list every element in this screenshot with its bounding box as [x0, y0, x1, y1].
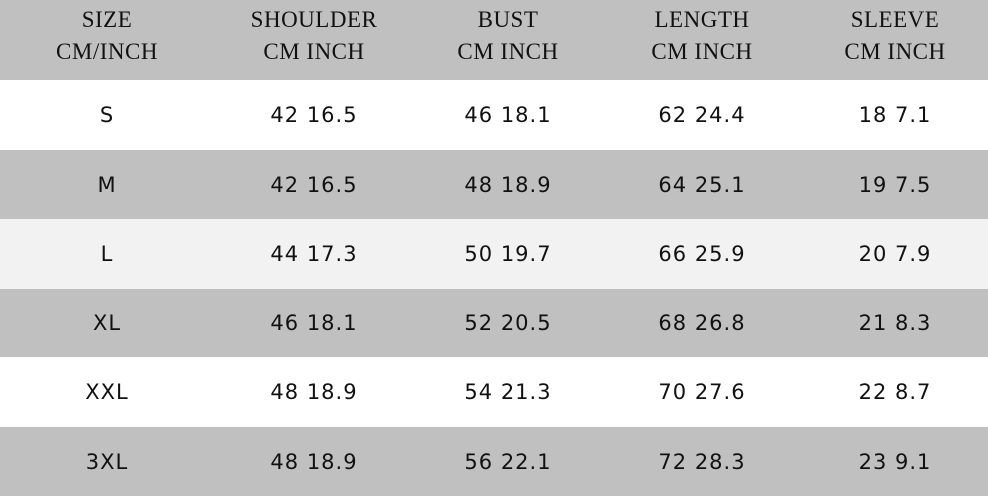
cell-shoulder: 44 17.3 [270, 242, 358, 266]
cell-length: 70 27.6 [658, 380, 746, 404]
cell-sleeve: 22 8.7 [858, 380, 932, 404]
cell-bust: 54 21.3 [464, 380, 552, 404]
header-units: CM INCH [651, 39, 753, 64]
cell-length: 72 28.3 [658, 449, 746, 474]
table-row: 3XL 48 18.9 56 22.1 72 28.3 23 9.1 [0, 427, 988, 496]
cell-sleeve: 18 7.1 [858, 103, 932, 127]
cell-sleeve: 23 9.1 [858, 449, 932, 474]
cell-shoulder: 42 16.5 [270, 103, 358, 127]
cell-shoulder: 48 18.9 [270, 449, 358, 474]
table-row: S 42 16.5 46 18.1 62 24.4 18 7.1 [0, 80, 988, 150]
header-units: CM INCH [263, 39, 365, 64]
table-header: SIZE CM/INCH SHOULDER CM INCH BUST CM INCH LEN… [0, 0, 988, 80]
cell-bust: 52 20.5 [464, 311, 552, 335]
cell-size: M [97, 172, 117, 197]
cell-sleeve: 21 8.3 [858, 311, 932, 335]
cell-sleeve: 20 7.9 [858, 242, 932, 266]
header-units: CM/INCH [56, 39, 158, 64]
header-title: SHOULDER [250, 7, 378, 32]
cell-shoulder: 48 18.9 [270, 380, 358, 404]
cell-size: XXL [85, 380, 129, 404]
cell-length: 68 26.8 [658, 311, 746, 335]
cell-size: 3XL [85, 449, 129, 474]
cell-sleeve: 19 7.5 [858, 172, 932, 197]
cell-shoulder: 42 16.5 [270, 172, 358, 197]
table-row: M 42 16.5 48 18.9 64 25.1 19 7.5 [0, 150, 988, 219]
header-title: LENGTH [654, 7, 750, 32]
cell-size: S [99, 103, 115, 127]
header-sleeve: SLEEVE CM INCH [844, 4, 945, 68]
header-shoulder: SHOULDER CM INCH [251, 4, 378, 68]
cell-bust: 48 18.9 [464, 172, 552, 197]
table-row: XL 46 18.1 52 20.5 68 26.8 21 8.3 [0, 289, 988, 357]
table-row: L 44 17.3 50 19.7 66 25.9 20 7.9 [0, 219, 988, 289]
header-length: LENGTH CM INCH [651, 4, 752, 68]
cell-bust: 46 18.1 [464, 103, 552, 127]
cell-length: 62 24.4 [658, 103, 746, 127]
header-units: CM INCH [457, 39, 559, 64]
header-title: SIZE [81, 7, 133, 32]
header-bust: BUST CM INCH [457, 4, 558, 68]
header-units: CM INCH [844, 39, 946, 64]
header-size: SIZE CM/INCH [56, 4, 158, 68]
header-title: BUST [477, 7, 539, 32]
cell-size: XL [92, 311, 122, 335]
table-row: XXL 48 18.9 54 21.3 70 27.6 22 8.7 [0, 357, 988, 427]
cell-bust: 56 22.1 [464, 449, 552, 474]
cell-size: L [100, 242, 114, 266]
header-title: SLEEVE [850, 7, 940, 32]
cell-length: 66 25.9 [658, 242, 746, 266]
cell-length: 64 25.1 [658, 172, 746, 197]
cell-shoulder: 46 18.1 [270, 311, 358, 335]
cell-bust: 50 19.7 [464, 242, 552, 266]
